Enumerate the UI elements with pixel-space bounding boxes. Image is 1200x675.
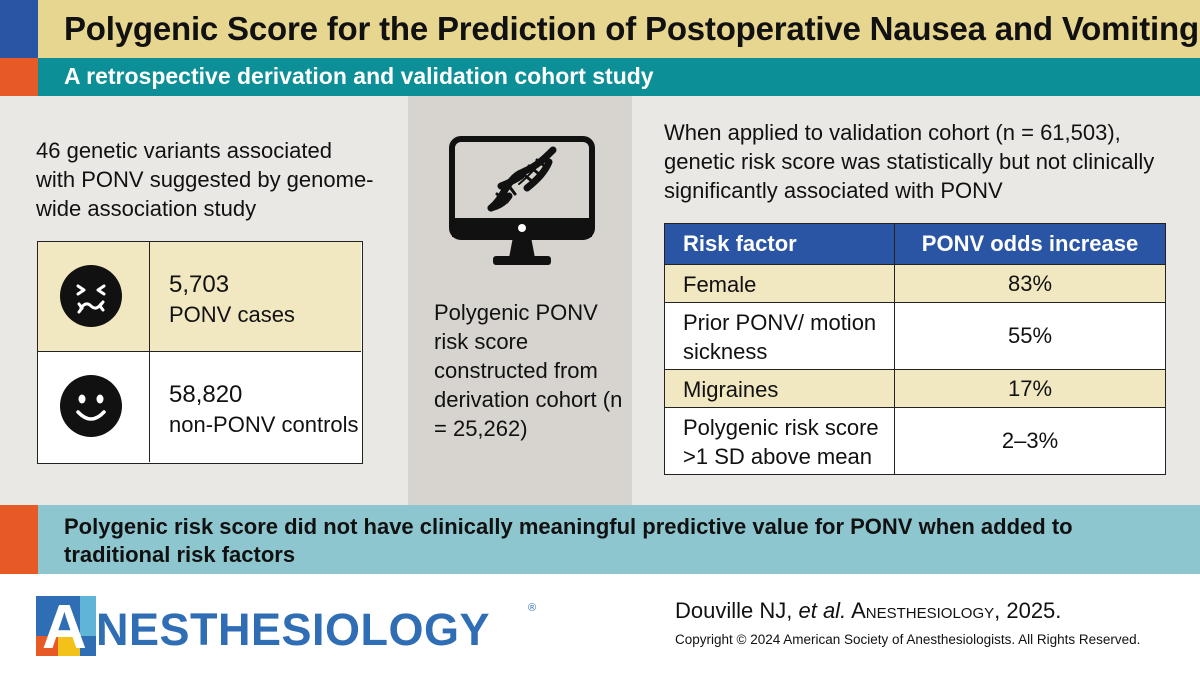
cohort-table: 5,703 PONV cases 58,820 non-PONV control…	[37, 241, 363, 464]
risk-factor-cell: Prior PONV/ motion sickness	[665, 303, 895, 369]
cases-label: PONV cases	[169, 302, 295, 327]
cohort-row-cases: 5,703 PONV cases	[38, 242, 361, 352]
odds-value-cell: 55%	[1007, 323, 1053, 348]
validation-text: When applied to validation cohort (n = 6…	[664, 120, 1155, 203]
controls-label: non-PONV controls	[169, 412, 359, 437]
subtitle-bar: A retrospective derivation and validatio…	[0, 58, 1200, 96]
registered-mark: ®	[528, 602, 537, 614]
footer: A NESTHESIOLOGY ®	[0, 574, 1200, 675]
risk-factor-cell: Polygenic risk score >1 SD above mean	[665, 408, 895, 474]
table-row: Migraines 17%	[665, 369, 1165, 407]
table-header: Risk factor PONV odds increase	[665, 224, 1165, 264]
citation-etal: et al.	[798, 598, 847, 623]
page-title: Polygenic Score for the Prediction of Po…	[64, 10, 1199, 47]
header-odds-increase: PONV odds increase	[921, 231, 1139, 256]
header-risk-factor: Risk factor	[665, 224, 895, 264]
cases-count: 5,703	[169, 271, 230, 298]
citation-journal: Anesthesiology	[846, 598, 995, 623]
cohort-icon-cell	[38, 242, 150, 351]
odds-value-cell: 83%	[1007, 270, 1053, 296]
genetic-variants-text: 46 genetic variants associated with PONV…	[36, 138, 374, 221]
risk-score-text: Polygenic PONV risk score constructed fr…	[434, 300, 623, 441]
copyright-notice: Copyright © 2024 American Society of Ane…	[675, 632, 1141, 647]
title-accent-block	[0, 0, 38, 58]
anesthesiology-logo[interactable]: A NESTHESIOLOGY ®	[36, 593, 556, 662]
smiling-face-icon	[60, 375, 122, 437]
cohort-row-controls: 58,820 non-PONV controls	[38, 352, 361, 462]
table-row: Female 83%	[665, 264, 1165, 302]
table-row: Prior PONV/ motion sickness 55%	[665, 302, 1165, 369]
odds-value-cell: 2–3%	[1001, 428, 1059, 453]
citation-authors: Douville NJ,	[675, 598, 799, 623]
page-subtitle: A retrospective derivation and validatio…	[64, 63, 654, 89]
risk-factor-cell: Migraines	[665, 370, 895, 407]
table-row: Polygenic risk score >1 SD above mean 2–…	[665, 407, 1165, 474]
citation: Douville NJ, et al. Anesthesiology, 2025…	[675, 598, 1061, 624]
monitor-dna-icon	[449, 136, 595, 265]
cohort-icon-cell	[38, 352, 150, 462]
risk-factor-table: Risk factor PONV odds increase Female 83…	[664, 223, 1166, 475]
risk-factor-cell: Female	[665, 265, 895, 302]
citation-year: , 2025.	[994, 598, 1062, 623]
conclusion-text: Polygenic risk score did not have clinic…	[64, 514, 1073, 567]
logo-wordmark: NESTHESIOLOGY	[96, 604, 491, 655]
subtitle-accent-block	[0, 58, 38, 96]
controls-count: 58,820	[169, 381, 243, 408]
odds-value-cell: 17%	[1007, 375, 1053, 401]
title-bar: Polygenic Score for the Prediction of Po…	[0, 0, 1200, 58]
conclusion-bar: Polygenic risk score did not have clinic…	[0, 505, 1200, 574]
nauseated-face-icon	[60, 265, 122, 327]
conclusion-accent-block	[0, 505, 38, 574]
logo-mark: A	[36, 593, 96, 662]
